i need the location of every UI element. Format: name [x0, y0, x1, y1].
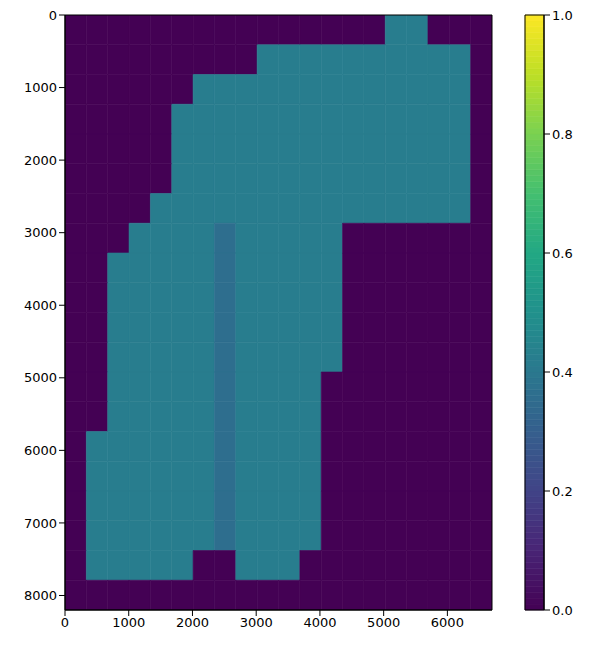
svg-text:0.8: 0.8: [552, 127, 573, 142]
svg-text:0.2: 0.2: [552, 484, 573, 499]
svg-text:2000: 2000: [24, 153, 57, 168]
svg-text:8000: 8000: [24, 588, 57, 603]
svg-text:0: 0: [61, 615, 69, 630]
svg-text:0.6: 0.6: [552, 246, 573, 261]
svg-text:1000: 1000: [112, 615, 145, 630]
svg-text:5000: 5000: [24, 370, 57, 385]
svg-text:1000: 1000: [24, 80, 57, 95]
svg-text:0: 0: [49, 8, 57, 23]
svg-text:4000: 4000: [303, 615, 336, 630]
svg-text:1.0: 1.0: [552, 8, 573, 23]
svg-text:0.4: 0.4: [552, 365, 573, 380]
svg-text:6000: 6000: [431, 615, 464, 630]
svg-text:2000: 2000: [176, 615, 209, 630]
svg-text:4000: 4000: [24, 298, 57, 313]
svg-text:3000: 3000: [240, 615, 273, 630]
svg-text:5000: 5000: [367, 615, 400, 630]
svg-text:3000: 3000: [24, 225, 57, 240]
svg-text:7000: 7000: [24, 516, 57, 531]
svg-text:6000: 6000: [24, 443, 57, 458]
svg-text:0.0: 0.0: [552, 603, 573, 618]
